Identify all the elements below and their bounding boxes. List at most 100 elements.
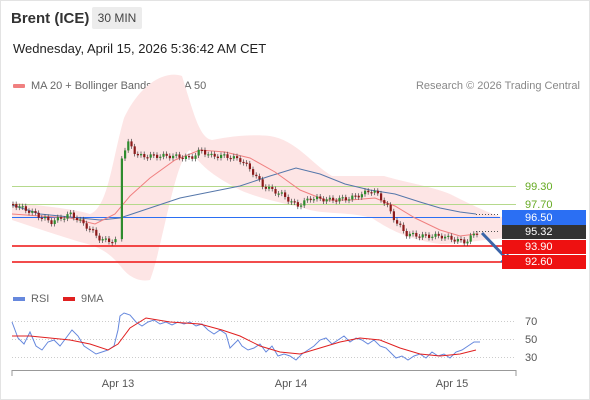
candle-body: [335, 200, 338, 202]
candle-body: [450, 235, 453, 240]
candle-body: [229, 157, 232, 160]
candle-body: [50, 220, 53, 225]
candle-body: [389, 204, 392, 212]
candle-body: [207, 154, 210, 156]
candle-body: [82, 219, 85, 224]
candle-body: [21, 206, 24, 208]
candle-body: [34, 211, 37, 213]
candle-body: [428, 234, 431, 238]
candle-body: [447, 235, 450, 238]
candle-body: [104, 238, 107, 240]
candle-body: [392, 211, 395, 221]
candle-body: [364, 190, 367, 195]
label-97-70: 97.70: [525, 199, 553, 211]
candle-body: [268, 186, 271, 189]
candle-body: [380, 193, 383, 201]
timeframe-badge[interactable]: 30 MIN: [92, 7, 142, 29]
candle-body: [40, 217, 43, 219]
x-label-apr15: Apr 15: [436, 378, 468, 390]
legend-rsi-label: RSI: [31, 293, 50, 305]
candle-body: [162, 153, 165, 157]
candle-body: [165, 153, 168, 156]
candle-body: [399, 223, 402, 225]
candle-body: [284, 192, 287, 197]
candle-body: [319, 196, 322, 199]
candle-body: [303, 200, 306, 206]
candle-body: [316, 196, 319, 200]
candle-body: [476, 233, 479, 235]
candle-body: [168, 155, 171, 159]
candle-body: [216, 156, 219, 159]
legend-ma20-label: MA 20 + Bollinger Bands: [31, 80, 152, 92]
label-92-60: 92.60: [525, 256, 553, 268]
header: Brent (ICE) 30 MIN: [0, 0, 590, 36]
candle-body: [108, 238, 111, 243]
candle-body: [367, 190, 370, 193]
candle-body: [351, 195, 354, 200]
ma50-line: [11, 167, 477, 221]
support2-label-bg: [502, 255, 586, 269]
candle-body: [220, 154, 223, 159]
candle-body: [248, 163, 251, 170]
instrument-title: Brent (ICE): [11, 10, 90, 27]
candle-body: [328, 197, 331, 200]
pivot-label-bg: [502, 210, 586, 225]
price-labels: 99.30 97.70 96.50 95.32 93.90 92.60: [502, 181, 586, 269]
candle-body: [296, 202, 299, 207]
candle-body: [287, 196, 290, 202]
rsi-ma-line: [12, 317, 477, 357]
candle-body: [175, 154, 178, 156]
candle-body: [354, 195, 357, 197]
candle-body: [396, 220, 399, 224]
candle-body: [184, 156, 187, 160]
candle-body: [408, 233, 411, 237]
candle-body: [98, 235, 101, 241]
candle-body: [37, 212, 40, 218]
candle-body: [213, 153, 216, 157]
candle-body: [127, 141, 130, 151]
candle-body: [383, 200, 386, 204]
candle-body: [245, 162, 248, 164]
current-label-bg: [502, 225, 586, 239]
candle-body: [460, 238, 463, 241]
candle-body: [300, 205, 303, 207]
candle-body: [136, 153, 139, 156]
candle-body: [31, 211, 34, 213]
candle-body: [312, 199, 315, 201]
candle-body: [456, 238, 459, 242]
candle-body: [140, 154, 143, 156]
candle-body: [114, 239, 117, 243]
timestamp: Wednesday, April 15, 2026 5:36:42 AM CET: [13, 41, 267, 56]
candle-body: [472, 233, 475, 236]
candle-body: [437, 233, 440, 236]
candle-body: [280, 192, 283, 194]
candle-body: [440, 235, 443, 239]
legend-rsi-ma-label: 9MA: [81, 293, 104, 305]
candle-body: [88, 228, 91, 230]
candle-body: [12, 204, 15, 206]
candle-body: [453, 239, 456, 242]
candle-body: [386, 203, 389, 205]
rsi-ma-swatch-icon: [63, 297, 75, 302]
candle-body: [434, 233, 437, 237]
candle-body: [76, 217, 79, 220]
candle-body: [463, 239, 466, 244]
candle-body: [431, 236, 434, 238]
label-96-50: 96.50: [525, 212, 553, 224]
candle-body: [402, 224, 405, 232]
candle-body: [210, 153, 213, 156]
candle-body: [424, 234, 427, 236]
legend-rsi: RSI: [13, 293, 49, 305]
rsi-tick-30: 30: [525, 352, 537, 364]
credit-text: Research © 2026 Trading Central: [415, 80, 580, 92]
candle-body: [418, 236, 421, 238]
candle-body: [341, 197, 344, 199]
rsi-tick-70: 70: [525, 316, 537, 328]
x-label-apr14: Apr 14: [275, 378, 307, 390]
candle-body: [60, 217, 63, 219]
rsi-ticks: 70 50 30: [525, 316, 537, 364]
candle-body: [79, 219, 82, 221]
label-99-30: 99.30: [525, 181, 553, 193]
candle-body: [28, 210, 31, 213]
candle-body: [66, 214, 69, 219]
